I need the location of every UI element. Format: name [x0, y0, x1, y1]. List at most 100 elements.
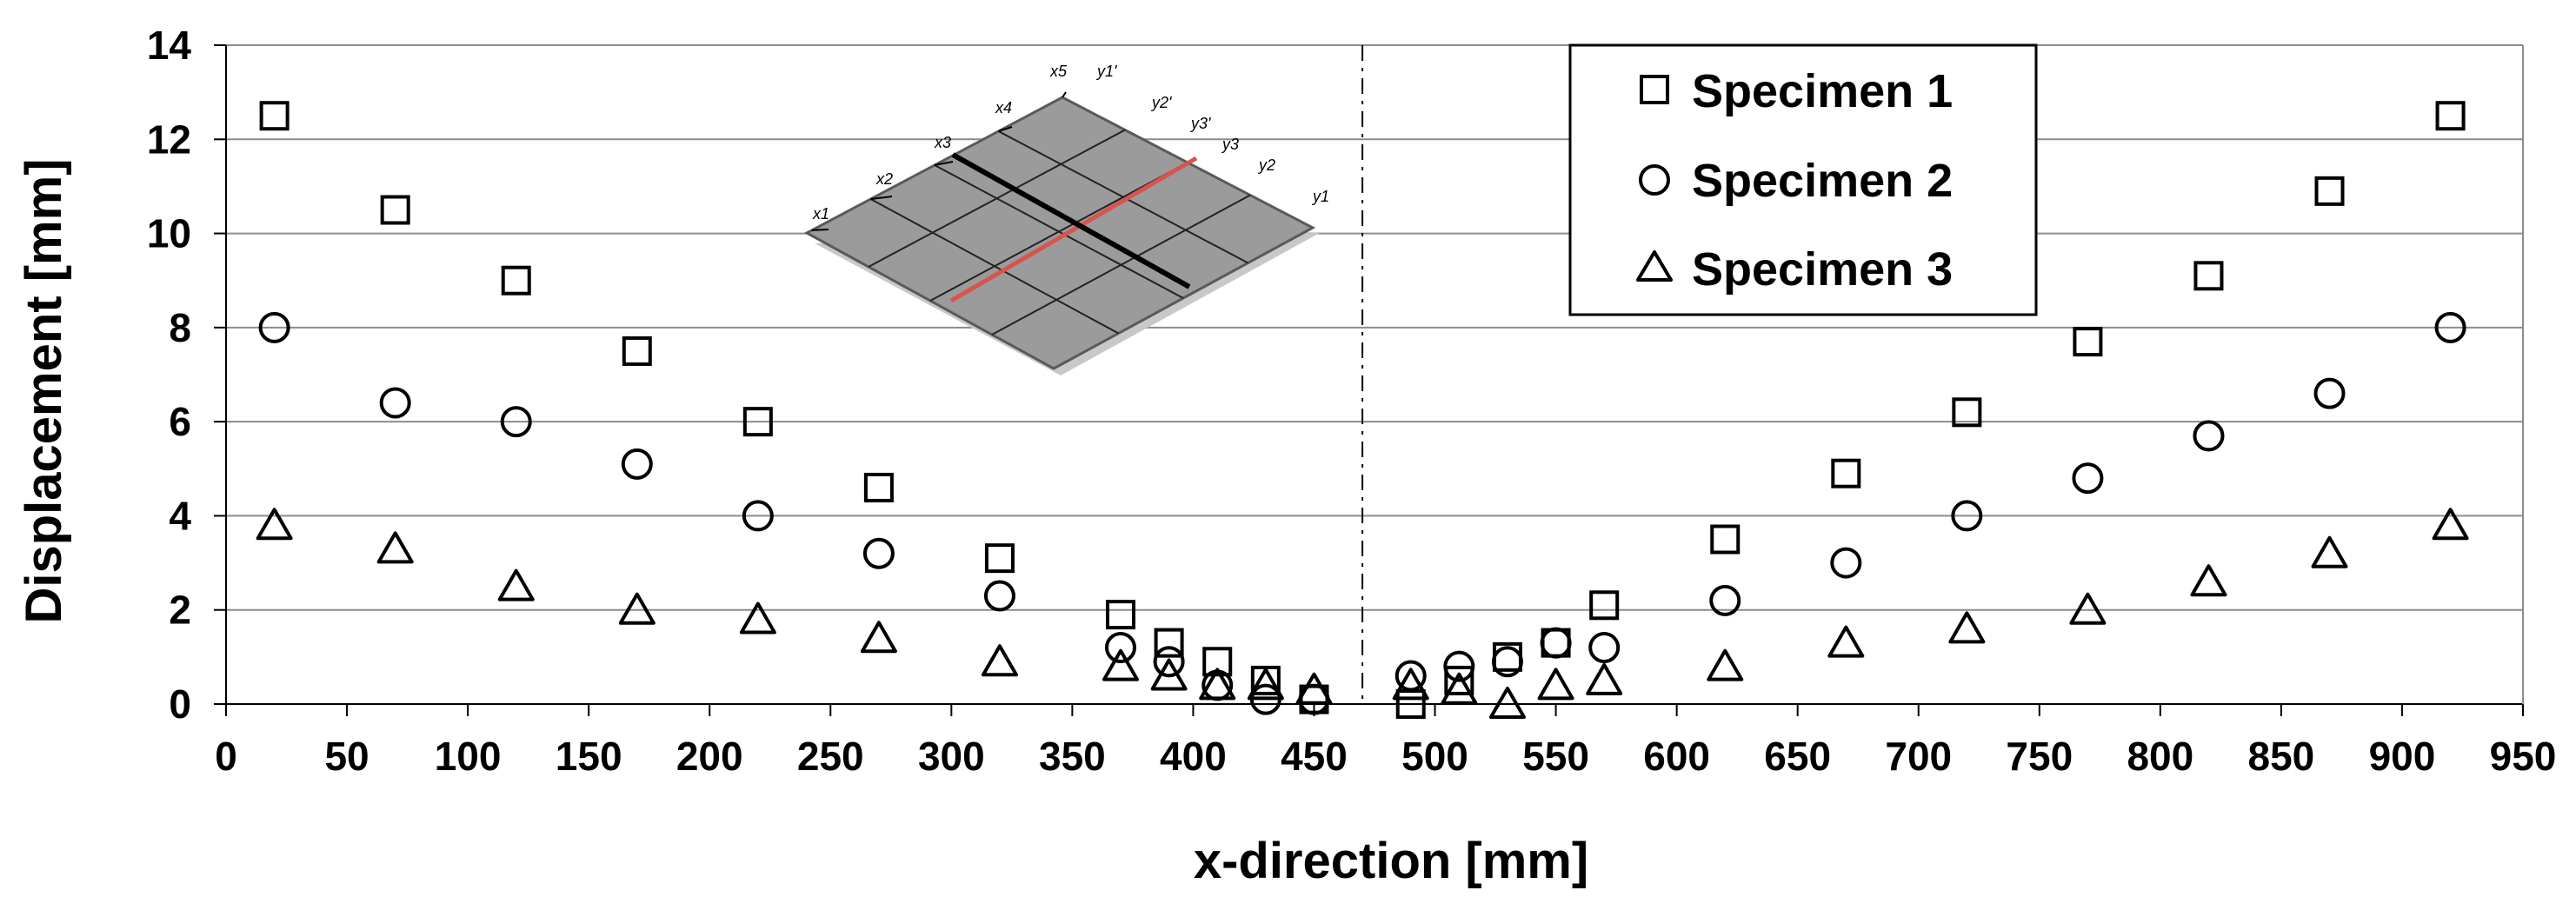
point-specimen-2-23: [2434, 311, 2466, 343]
point-specimen-2-1: [379, 387, 411, 419]
x-tick-label-300: 300: [918, 734, 985, 779]
point-specimen-3-9: [1199, 668, 1236, 701]
point-specimen-1-18: [1831, 458, 1861, 488]
inset-label-x1: x1: [812, 205, 829, 223]
point-specimen-1-6: [984, 543, 1015, 574]
x-tick-label-750: 750: [2006, 734, 2073, 779]
inset-label-x2: x2: [875, 170, 893, 188]
point-specimen-1-16: [1589, 590, 1620, 621]
inset-label-x3: x3: [934, 134, 951, 151]
x-tick-label-0: 0: [215, 734, 237, 779]
x-tick-label-200: 200: [676, 734, 743, 779]
inset-label-y3: y3: [1221, 136, 1239, 153]
inset-label-x5: x5: [1049, 63, 1068, 80]
x-tick-label-850: 850: [2248, 734, 2315, 779]
x-tick-label-400: 400: [1160, 734, 1227, 779]
point-specimen-3-3: [618, 592, 656, 625]
plate-grid-lines: [811, 91, 1251, 336]
specimen-inset-diagram: x1 x2 x3 x4 x5 y1 y2 y3 y3' y2' y1': [803, 63, 1329, 375]
point-specimen-3-23: [2432, 508, 2469, 541]
y-tick-label-4: 4: [169, 493, 191, 538]
highlight-strip: [949, 156, 1198, 303]
point-specimen-1-1: [380, 195, 410, 225]
inset-leader-x-4: [1062, 91, 1067, 98]
x-axis-title: x-direction [mm]: [1194, 833, 1588, 889]
point-specimen-1-2: [501, 265, 531, 296]
point-specimen-3-19: [1948, 611, 1986, 644]
point-specimen-3-16: [1586, 662, 1623, 695]
point-specimen-1-4: [742, 407, 773, 437]
point-specimen-2-0: [258, 311, 290, 343]
x-tick-label-950: 950: [2490, 734, 2557, 779]
x-tick-label-550: 550: [1522, 734, 1589, 779]
legend-label-specimen-1: Specimen 1: [1692, 65, 1953, 117]
point-specimen-2-6: [983, 580, 1015, 612]
point-specimen-2-7: [1104, 632, 1136, 664]
point-specimen-3-8: [1150, 658, 1188, 691]
point-specimen-2-12: [1395, 660, 1427, 692]
point-specimen-1-21: [2193, 261, 2224, 291]
inset-label-y1p: y1': [1095, 63, 1117, 80]
inset-label-y3p: y3': [1189, 115, 1211, 132]
point-specimen-1-8: [1154, 628, 1184, 658]
point-specimen-3-0: [256, 508, 293, 541]
point-specimen-3-5: [860, 621, 897, 654]
point-specimen-1-13: [1444, 665, 1474, 695]
x-tick-label-250: 250: [797, 734, 864, 779]
x-tick-label-50: 50: [324, 734, 369, 779]
point-specimen-2-4: [742, 500, 774, 532]
inset-label-y2p: y2': [1150, 94, 1172, 111]
point-specimen-2-18: [1830, 547, 1862, 579]
point-specimen-1-5: [863, 472, 894, 502]
point-specimen-3-10: [1247, 668, 1284, 701]
point-specimen-1-3: [622, 336, 652, 366]
x-tick-label-150: 150: [556, 734, 622, 779]
point-specimen-3-12: [1392, 668, 1429, 701]
point-specimen-3-22: [2311, 535, 2348, 568]
section-line-x3: [951, 152, 1191, 289]
legend-marker-specimen-2: [1639, 164, 1670, 196]
plate-grid-line-b-2: [991, 194, 1251, 336]
inset-label-y1: y1: [1311, 188, 1329, 205]
point-specimen-3-7: [1102, 648, 1139, 681]
inset-labels: x1 x2 x3 x4 x5 y1 y2 y3 y3' y2' y1': [812, 63, 1329, 223]
inset-leader-x-1: [870, 196, 893, 200]
data-points: [256, 101, 2469, 719]
point-specimen-1-9: [1202, 647, 1233, 677]
point-specimen-3-11: [1295, 672, 1333, 705]
point-specimen-3-13: [1441, 672, 1478, 705]
point-specimen-2-17: [1709, 584, 1741, 616]
y-tick-label-0: 0: [169, 681, 191, 727]
point-specimen-1-23: [2435, 101, 2466, 131]
point-specimen-1-19: [1952, 397, 1982, 428]
point-specimen-1-22: [2314, 176, 2345, 206]
x-tick-label-100: 100: [435, 734, 502, 779]
inset-leader-x-0: [811, 229, 829, 231]
x-tick-label-350: 350: [1039, 734, 1106, 779]
inset-label-x4: x4: [995, 99, 1012, 116]
point-specimen-3-2: [497, 568, 535, 601]
y-axis-title: Displacement [mm]: [16, 158, 72, 623]
inset-leader-x-2: [934, 161, 954, 166]
point-specimen-1-7: [1105, 600, 1135, 630]
point-specimen-3-21: [2190, 564, 2227, 597]
plate-grid-line-b-1: [929, 162, 1188, 302]
inset-leader-x-3: [998, 126, 1013, 132]
point-specimen-3-20: [2069, 592, 2107, 625]
inset-label-y2: y2: [1257, 156, 1275, 174]
point-specimen-3-1: [376, 531, 414, 564]
series-1: [259, 101, 2466, 719]
legend-marker-specimen-1: [1640, 75, 1669, 104]
point-specimen-1-17: [1710, 524, 1741, 555]
point-specimen-2-16: [1588, 632, 1621, 664]
point-specimen-2-14: [1491, 646, 1523, 678]
point-specimen-2-22: [2313, 377, 2346, 409]
axes: [214, 44, 2524, 716]
point-specimen-3-15: [1537, 668, 1574, 701]
y-tick-label-10: 10: [147, 211, 191, 256]
x-tick-label-500: 500: [1401, 734, 1468, 779]
x-tick-label-600: 600: [1643, 734, 1710, 779]
point-specimen-3-4: [739, 601, 776, 635]
series-3: [256, 508, 2469, 719]
plate-grid-line-a-2: [998, 130, 1248, 264]
